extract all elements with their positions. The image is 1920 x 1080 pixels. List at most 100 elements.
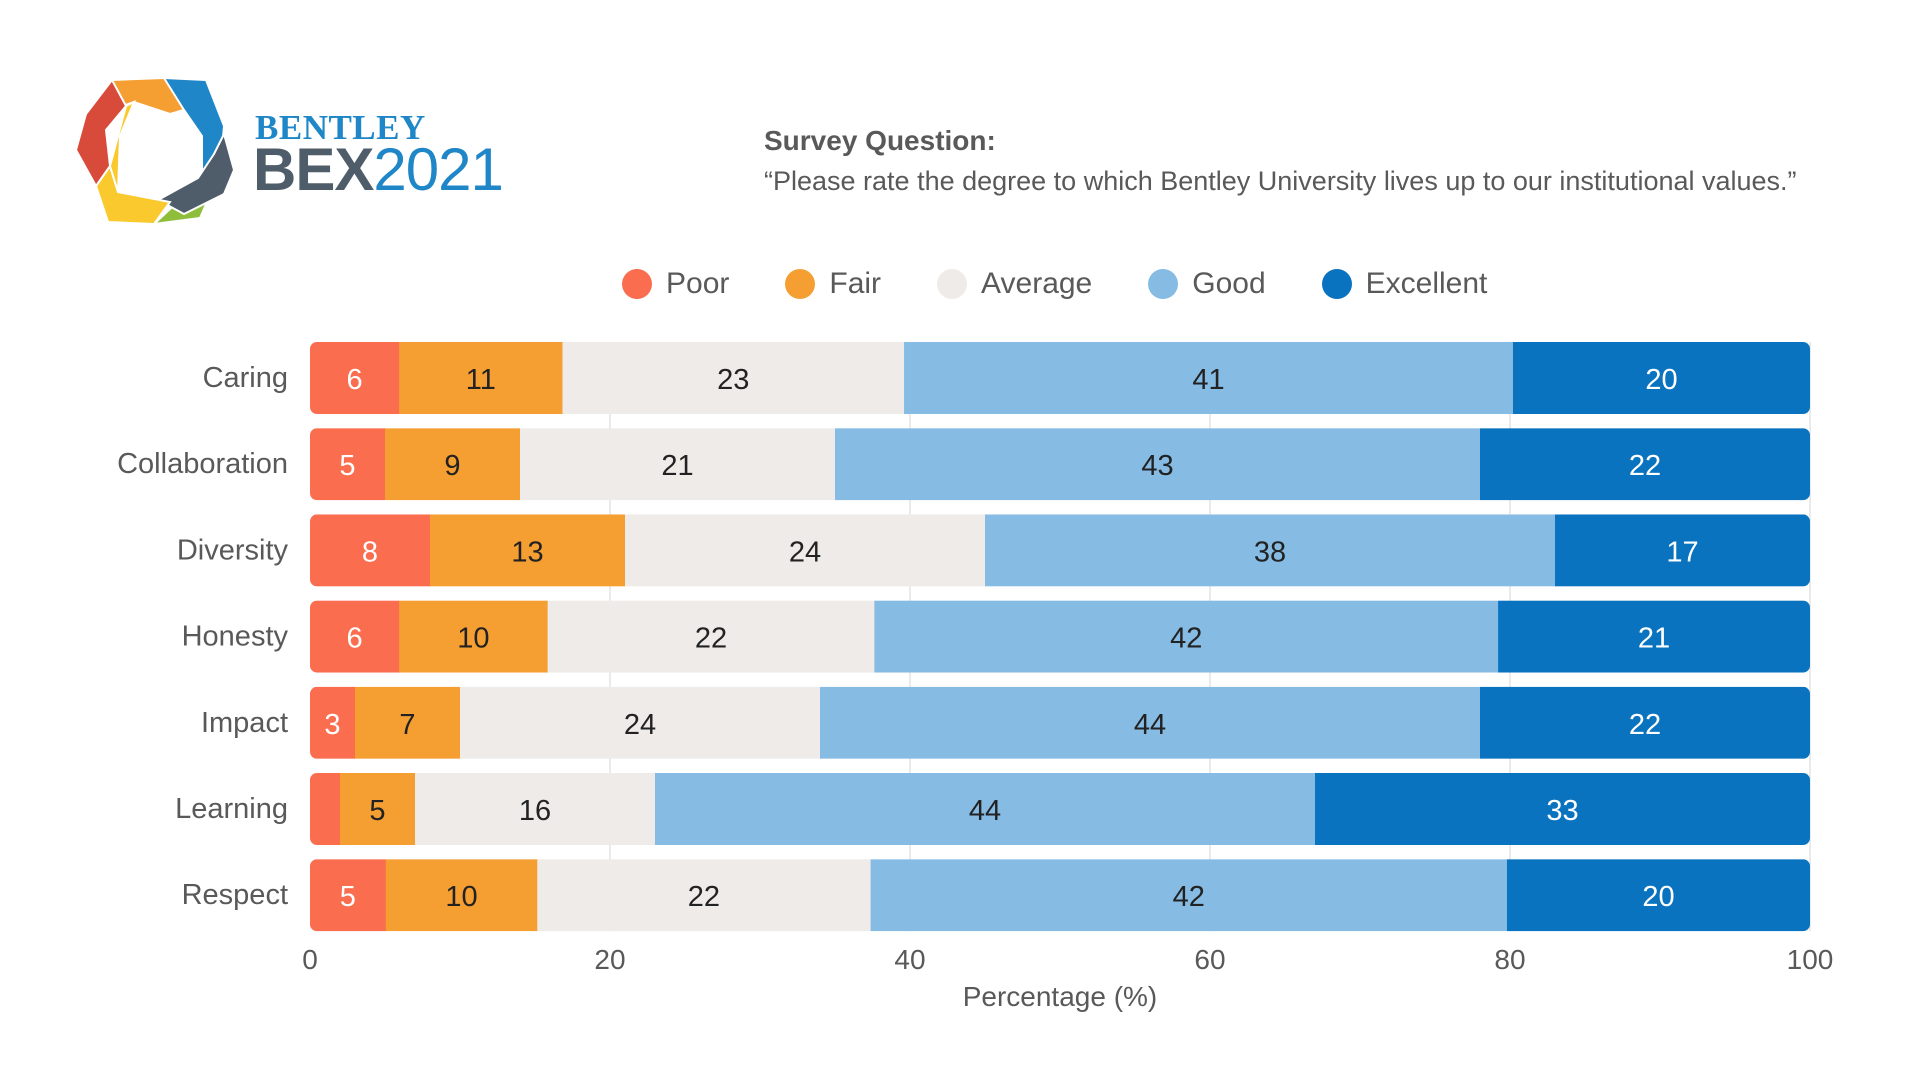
data-label: 33	[1546, 795, 1578, 827]
bar-excellent	[1555, 514, 1810, 587]
bar-average	[625, 514, 986, 587]
data-label: 44	[1134, 709, 1166, 741]
data-label: 17	[1666, 536, 1698, 568]
legend-label-good: Good	[1192, 267, 1266, 300]
bar-average	[460, 686, 821, 759]
bar-good	[985, 514, 1556, 587]
x-tick-label: 100	[1787, 944, 1834, 975]
data-label: 20	[1642, 881, 1674, 913]
data-label: 41	[1192, 364, 1224, 396]
legend-item-fair: Fair	[785, 267, 881, 301]
bar-poor	[310, 600, 400, 673]
data-label: 22	[695, 623, 727, 655]
brand-program-name: BEX	[253, 136, 374, 203]
data-label: 7	[399, 709, 415, 741]
bar-poor	[310, 514, 431, 587]
bar-good	[874, 600, 1499, 673]
bar-fair	[399, 600, 549, 673]
data-label: 10	[457, 623, 489, 655]
data-label: 5	[369, 795, 385, 827]
data-label: 13	[511, 536, 543, 568]
data-label: 43	[1141, 450, 1173, 482]
survey-question-text: “Please rate the degree to which Bentley…	[764, 166, 1797, 196]
legend-swatch-fair	[785, 269, 816, 299]
bar-fair	[355, 686, 461, 759]
bar-excellent	[1498, 600, 1810, 673]
bar-fair	[340, 773, 416, 845]
legend-swatch-excellent	[1321, 269, 1352, 299]
category-label: Learning	[175, 793, 288, 825]
chart-legend: Poor Fair Average Good Excellent	[622, 264, 1543, 304]
data-label: 22	[1629, 709, 1661, 741]
data-label: 23	[717, 364, 749, 396]
data-label: 24	[624, 709, 656, 741]
bar-excellent	[1480, 428, 1810, 501]
legend-swatch-average	[937, 269, 968, 299]
bar-good	[904, 342, 1514, 414]
bar-average	[537, 859, 872, 932]
bar-excellent	[1506, 859, 1810, 932]
x-tick-label: 40	[894, 944, 925, 975]
survey-question-title: Survey Question:	[764, 125, 996, 156]
brand-program: BEX2021	[253, 140, 504, 200]
x-tick-label: 0	[302, 944, 318, 975]
bar-average	[547, 600, 875, 673]
category-label: Collaboration	[117, 448, 288, 480]
bar-average	[562, 342, 905, 414]
bar-average	[415, 773, 656, 845]
data-label: 21	[1638, 623, 1670, 655]
data-label: 10	[445, 881, 477, 913]
data-label: 11	[466, 364, 496, 396]
category-label: Impact	[201, 707, 288, 739]
bar-excellent	[1512, 342, 1810, 414]
data-label: 22	[1629, 450, 1661, 482]
bar-poor	[310, 428, 386, 501]
legend-item-good: Good	[1148, 267, 1266, 301]
data-label: 5	[340, 881, 356, 913]
bar-fair	[430, 514, 626, 587]
data-label: 22	[688, 881, 720, 913]
legend-item-average: Average	[937, 267, 1092, 301]
bar-poor	[310, 859, 387, 932]
data-label: 42	[1173, 881, 1205, 913]
bar-poor	[310, 773, 341, 845]
data-label: 9	[444, 450, 460, 482]
bar-average	[520, 428, 836, 501]
data-label: 8	[362, 536, 378, 568]
data-label: 42	[1170, 623, 1202, 655]
legend-swatch-good	[1148, 269, 1179, 299]
legend-swatch-poor	[622, 269, 652, 299]
brand-name: BENTLEY	[255, 108, 426, 147]
x-axis-label: Percentage (%)	[963, 981, 1158, 1012]
legend-label-poor: Poor	[666, 267, 730, 300]
legend-label-fair: Fair	[829, 267, 882, 300]
bar-fair	[399, 342, 563, 414]
category-label: Honesty	[182, 621, 289, 653]
legend-label-excellent: Excellent	[1365, 267, 1488, 300]
category-label: Diversity	[177, 534, 289, 566]
category-label: Respect	[182, 879, 288, 911]
data-label: 21	[661, 450, 693, 482]
legend-item-poor: Poor	[622, 267, 729, 301]
data-label: 3	[324, 709, 340, 741]
x-tick-label: 80	[1494, 944, 1525, 975]
bar-poor	[310, 686, 356, 759]
bar-good	[820, 686, 1481, 759]
data-label: 16	[519, 795, 551, 827]
data-label: 20	[1645, 364, 1677, 396]
bar-excellent	[1480, 686, 1810, 759]
brand-year: 2021	[373, 136, 503, 203]
data-label: 6	[346, 364, 362, 396]
bar-good	[655, 773, 1316, 845]
data-label: 24	[789, 536, 821, 568]
bar-fair	[385, 859, 538, 932]
category-label: Caring	[203, 362, 288, 394]
bentley-logo	[74, 74, 236, 226]
legend-item-excellent: Excellent	[1321, 267, 1488, 301]
data-label: 6	[346, 623, 362, 655]
bar-excellent	[1315, 773, 1810, 845]
legend-label-average: Average	[981, 267, 1093, 300]
bar-fair	[385, 428, 521, 501]
x-tick-label: 60	[1194, 944, 1225, 975]
